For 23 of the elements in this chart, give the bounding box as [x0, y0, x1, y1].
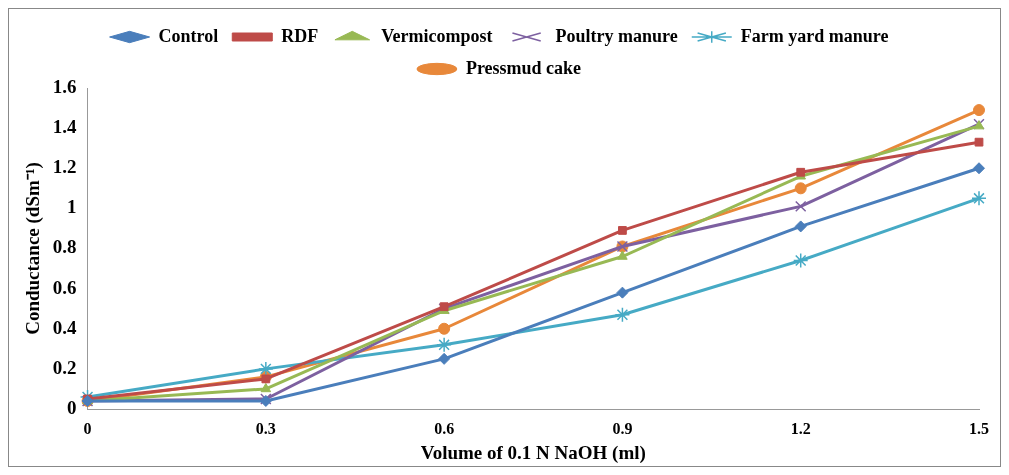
legend-label: Control: [158, 25, 219, 46]
y-tick-label: 0.8: [52, 236, 77, 258]
y-tick-label: 0.6: [52, 276, 77, 298]
legend-label: Poultry manure: [555, 25, 678, 46]
x-tick-label: 0.3: [255, 419, 276, 437]
y-tick-label: 1.6: [52, 75, 77, 97]
y-tick-label: 1: [67, 196, 77, 218]
y-tick-label: 0.4: [52, 316, 78, 338]
legend-label: Farm yard manure: [740, 25, 889, 46]
x-tick-label: 0.6: [434, 419, 455, 437]
x-axis-title: Volume of 0.1 N NaOH (ml): [420, 441, 646, 464]
x-tick-label: 0.9: [612, 419, 633, 437]
x-tick-label: 0: [83, 419, 92, 437]
x-tick-label: 1.5: [969, 419, 989, 437]
y-tick-label: 0.2: [52, 356, 77, 378]
y-axis-title: Conductance (dSm⁻¹): [22, 162, 45, 335]
y-tick-label: 0: [67, 396, 77, 418]
x-tick-label: 1.2: [790, 419, 811, 437]
y-tick-label: 1.4: [52, 116, 78, 138]
y-tick-label: 1.2: [52, 156, 77, 178]
legend-label: Vermicompost: [381, 25, 493, 46]
legend-label: Pressmud cake: [465, 57, 582, 78]
legend-label: RDF: [281, 25, 319, 46]
